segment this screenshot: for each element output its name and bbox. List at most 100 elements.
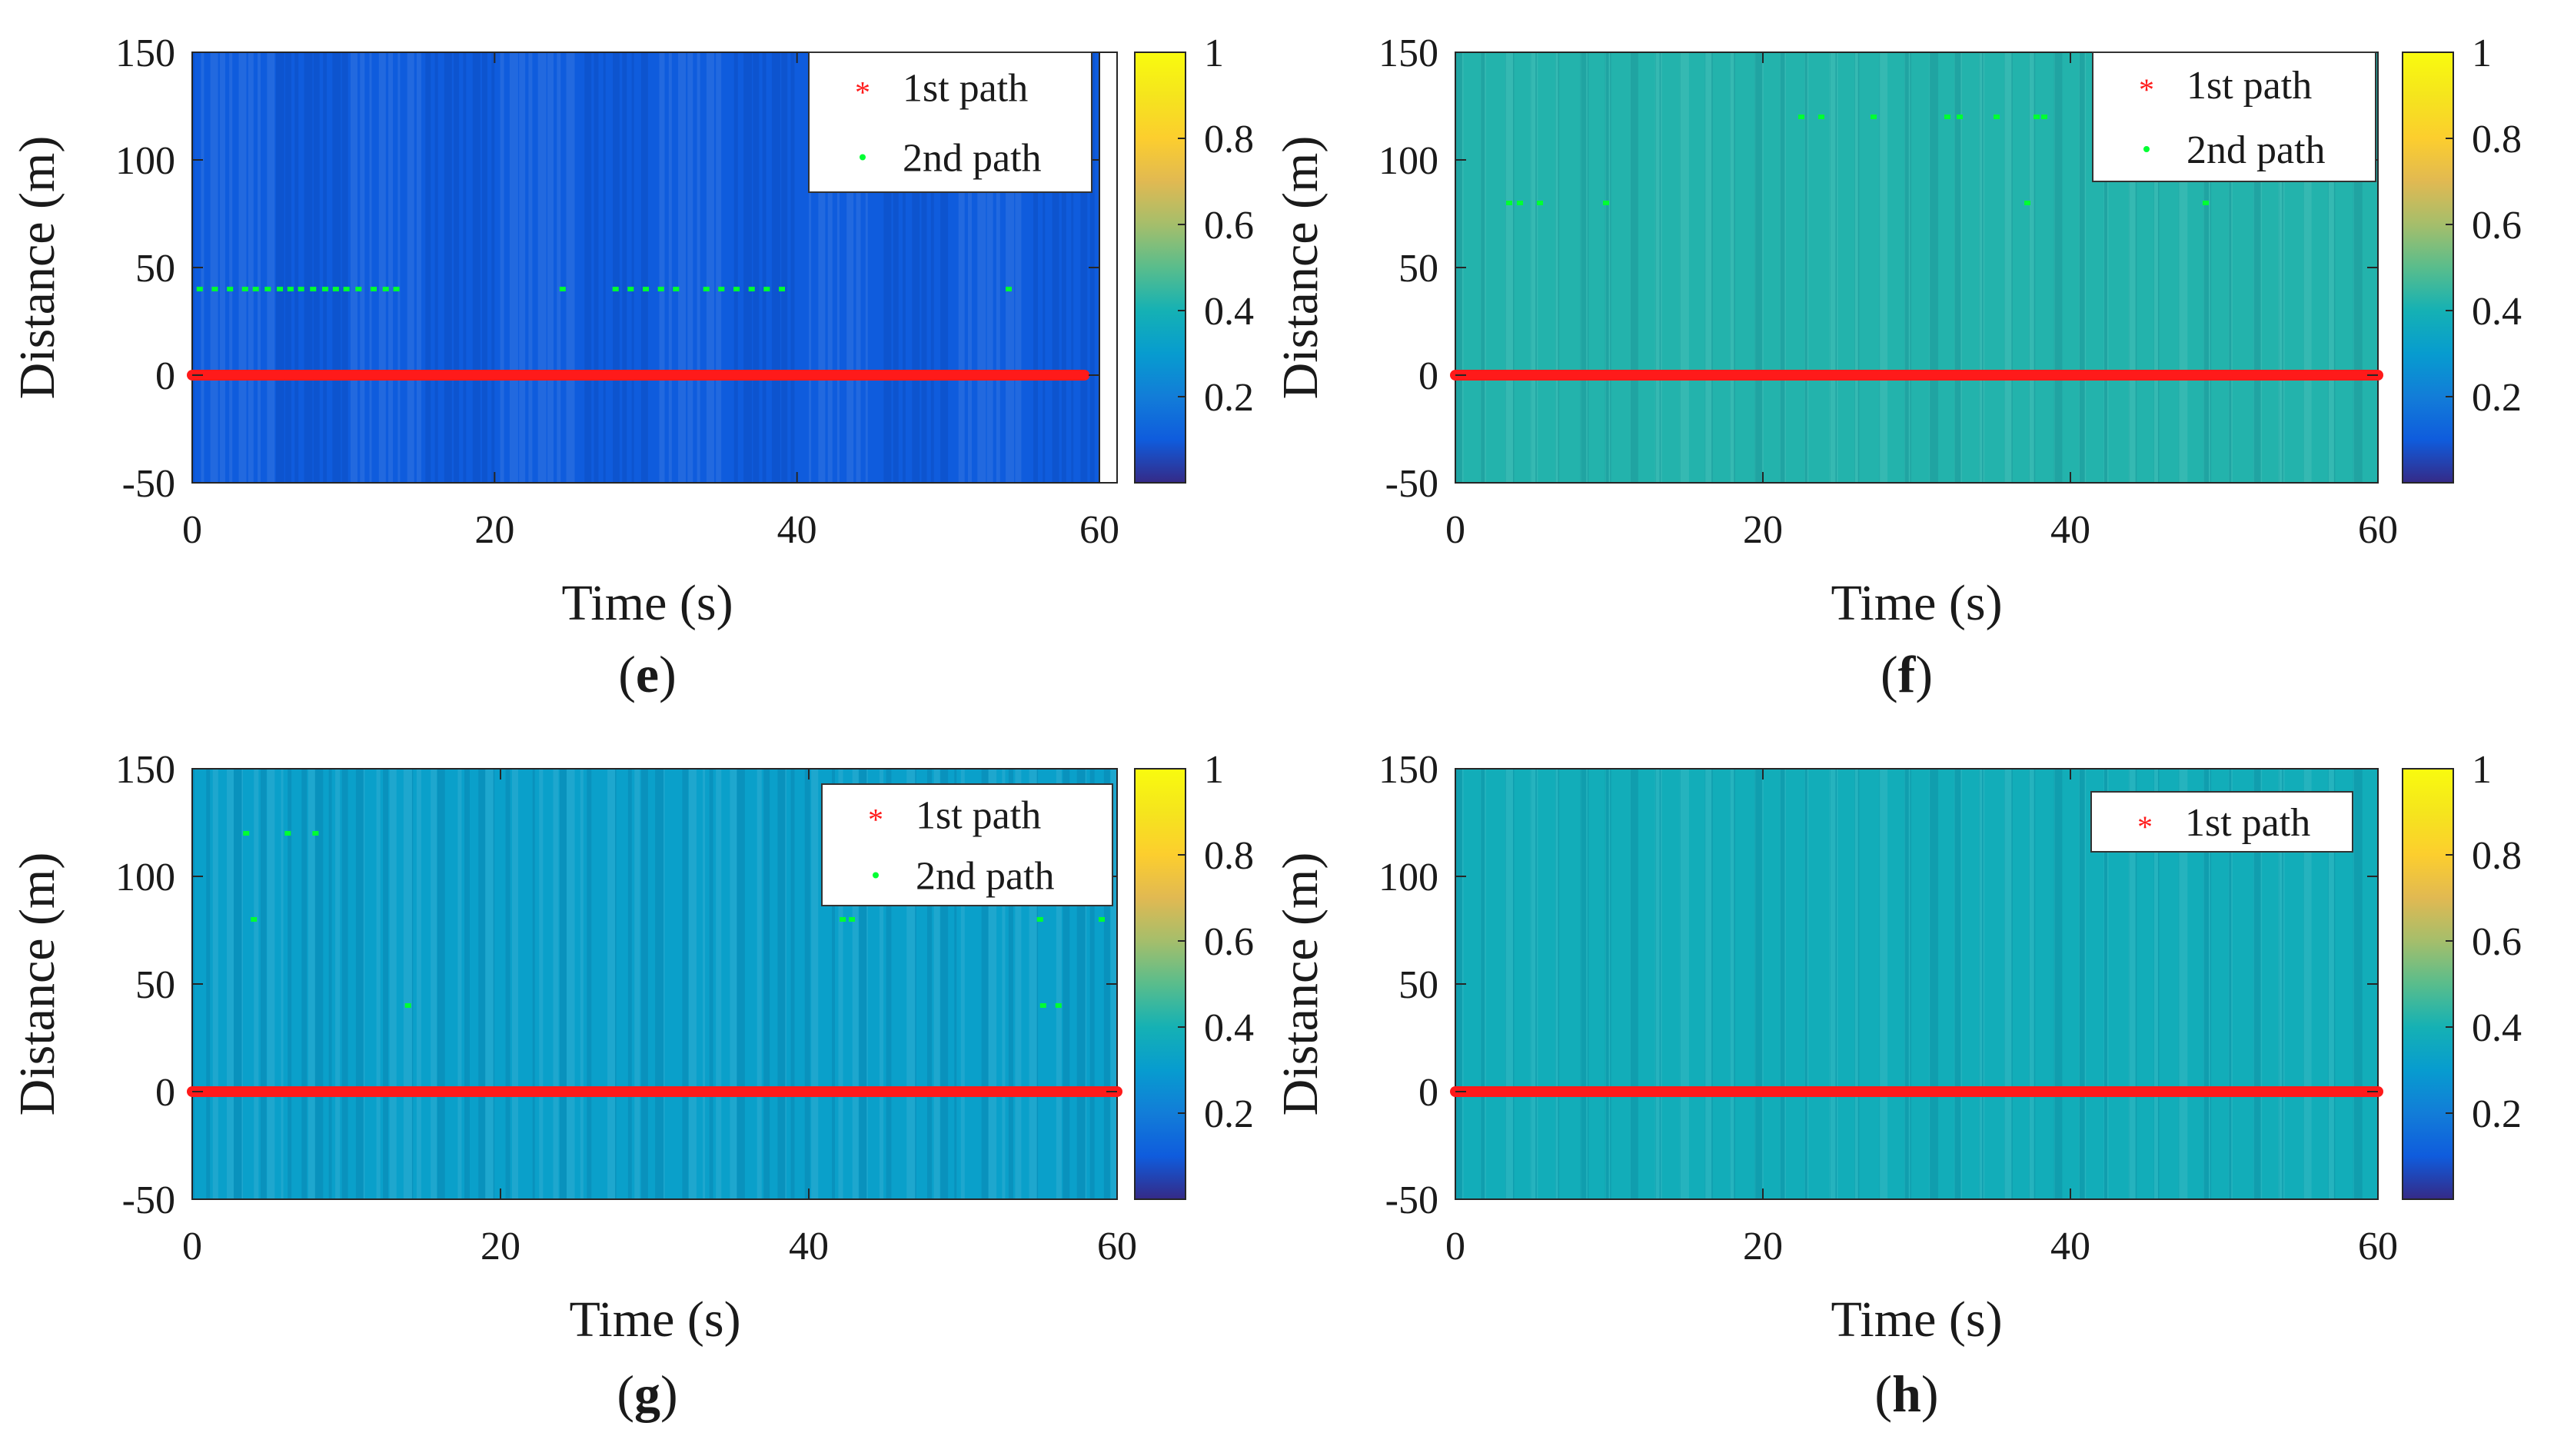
x-axis-label: Time (s) (561, 575, 733, 631)
legend-marker-1st-path: * (855, 75, 870, 110)
series-2nd-path (243, 831, 1105, 1008)
legend-box (808, 52, 1092, 193)
point-2nd-path (1603, 201, 1609, 205)
series-1st-path (1450, 1086, 2383, 1097)
colorbar-gradient (2402, 52, 2454, 484)
y-tick-label: 150 (115, 32, 175, 75)
point-2nd-path (1798, 115, 1804, 119)
point-2nd-path (1957, 115, 1963, 119)
point-2nd-path (2041, 115, 2047, 119)
legend: * 1st path (2090, 791, 2353, 853)
point-2nd-path (277, 287, 284, 291)
point-2nd-path (252, 287, 259, 291)
y-tick-label: 50 (1398, 963, 1438, 1007)
point-2nd-path (1818, 115, 1824, 119)
point-2nd-path (1537, 201, 1543, 205)
point-2nd-path (559, 287, 566, 291)
colorbar-tick-label: 0.6 (1204, 204, 1254, 248)
x-tick-label: 60 (1079, 508, 1119, 552)
y-tick-label: 100 (115, 139, 175, 183)
point-2nd-path (673, 287, 680, 291)
x-axis-label: Time (s) (1831, 1291, 2002, 1348)
heatmap-texture (192, 769, 1119, 1199)
point-2nd-path (849, 917, 856, 922)
colorbar-tick-label: 0.4 (1204, 1006, 1254, 1050)
point-2nd-path (627, 287, 634, 291)
point-2nd-path (763, 287, 770, 291)
point-2nd-path (1055, 1003, 1062, 1008)
legend-label: 2nd path (903, 137, 1042, 181)
x-tick-label: 0 (1445, 1225, 1465, 1268)
point-2nd-path (211, 287, 218, 291)
colorbar-tick-label: 1 (1204, 32, 1224, 75)
legend: * 1st path 2nd path (808, 52, 1092, 193)
y-tick-label: -50 (1385, 462, 1438, 506)
point-2nd-path (1099, 917, 1105, 922)
y-tick-label: -50 (1385, 1178, 1438, 1222)
colorbar: 0.2 0.4 0.6 0.8 1 (2402, 32, 2522, 484)
point-2nd-path (241, 287, 248, 291)
legend-marker-2nd-path (2143, 146, 2150, 152)
y-tick-label: -50 (122, 1178, 175, 1222)
y-tick-label: 50 (1398, 247, 1438, 291)
x-tick-label: 0 (1445, 508, 1465, 552)
y-tick-label: 100 (1378, 856, 1438, 899)
x-tick-label: 20 (474, 508, 514, 552)
legend-box (2092, 52, 2376, 182)
point-2nd-path (1994, 115, 2000, 119)
colorbar-tick-label: 1 (1204, 748, 1224, 792)
x-axis-label: Time (s) (1831, 575, 2002, 631)
legend: * 1st path 2nd path (2092, 52, 2376, 182)
legend-box (821, 783, 1113, 906)
panel-caption: (h) (1874, 1365, 1938, 1423)
point-2nd-path (1006, 287, 1012, 291)
series-2nd-path (196, 287, 1012, 291)
point-2nd-path (310, 287, 317, 291)
point-2nd-path (264, 287, 271, 291)
x-tick-label: 60 (2358, 1225, 2398, 1268)
x-tick-label: 40 (789, 1225, 829, 1268)
series-1st-path (187, 1086, 1122, 1097)
series-1st-path (187, 370, 1090, 381)
x-axis-label: Time (s) (569, 1291, 740, 1348)
colorbar-tick-label: 0.6 (2472, 204, 2522, 248)
panel-caption: (g) (617, 1365, 677, 1423)
legend-label: 1st path (903, 67, 1028, 111)
colorbar-tick-label: 0.6 (1204, 920, 1254, 964)
point-2nd-path (343, 287, 350, 291)
x-tick-label: 40 (2050, 508, 2090, 552)
colorbar-tick-label: 0.6 (2472, 920, 2522, 964)
colorbar-gradient (2402, 768, 2454, 1200)
x-tick-label: 20 (1743, 1225, 1783, 1268)
y-tick-label: 0 (1418, 1071, 1438, 1115)
point-2nd-path (404, 1003, 411, 1008)
point-2nd-path (703, 287, 710, 291)
point-2nd-path (312, 831, 319, 836)
legend-marker-1st-path: * (2139, 72, 2154, 107)
colorbar-tick-label: 0.2 (1204, 376, 1254, 420)
point-2nd-path (2203, 201, 2209, 205)
point-2nd-path (322, 287, 329, 291)
x-tick-label: 40 (2050, 1225, 2090, 1268)
x-tick-label: 20 (1743, 508, 1783, 552)
y-tick-label: 50 (135, 247, 175, 291)
legend-label: 1st path (916, 794, 1041, 838)
legend-box (2090, 791, 2353, 853)
colorbar-tick-label: 0.8 (1204, 834, 1254, 878)
colorbar-tick-label: 0.8 (1204, 118, 1254, 161)
y-tick-label: 150 (1378, 32, 1438, 75)
marker-1st-path-end (1079, 370, 1090, 381)
point-2nd-path (2034, 115, 2040, 119)
heatmap-texture (1455, 52, 2363, 483)
colorbar-tick-label: 0.8 (2472, 118, 2522, 161)
y-tick-label: 150 (115, 748, 175, 792)
y-axis-label: Distance (m) (9, 136, 65, 400)
y-tick-label: 150 (1378, 748, 1438, 792)
point-2nd-path (227, 287, 234, 291)
y-axis-label: Distance (m) (1272, 136, 1329, 400)
point-2nd-path (284, 831, 291, 836)
point-2nd-path (2024, 201, 2030, 205)
